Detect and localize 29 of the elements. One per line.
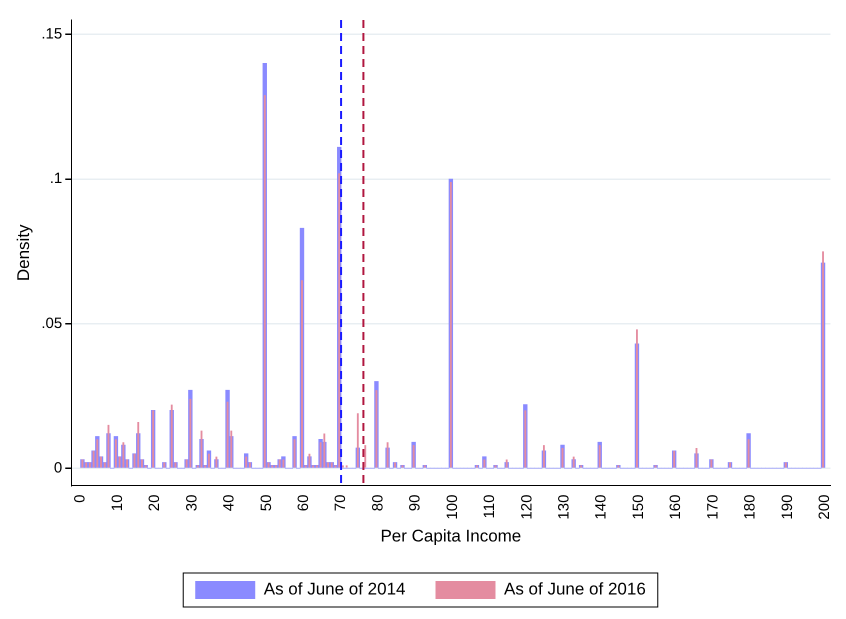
x-tick-label: 110	[481, 494, 498, 518]
x-tick-label: 100	[444, 494, 461, 520]
y-tick-label: .15	[41, 26, 62, 43]
x-tick-label: 190	[778, 494, 796, 520]
y-tick-label: 0	[54, 459, 62, 476]
legend-label: As of June of 2016	[504, 580, 646, 599]
x-tick-label: 130	[556, 494, 573, 520]
x-tick-label: 10	[108, 494, 126, 512]
x-tick-label: 20	[146, 494, 164, 512]
x-tick-label: 60	[294, 494, 312, 512]
x-tick-label: 120	[518, 494, 536, 520]
legend-label: As of June of 2014	[264, 580, 406, 599]
x-tick-label: 170	[704, 494, 722, 520]
x-tick-label: 140	[592, 494, 610, 520]
x-tick-label: 150	[630, 494, 647, 520]
y-tick-label: .05	[41, 314, 62, 332]
x-tick-label: 30	[183, 494, 200, 512]
x-tick-label: 50	[258, 494, 275, 512]
x-tick-label: 180	[742, 494, 759, 520]
x-tick-label: 0	[72, 494, 89, 503]
x-tick-label: 40	[220, 494, 238, 512]
y-tick-label: .1	[50, 170, 62, 188]
x-tick-label: 80	[369, 494, 386, 512]
y-axis-title: Density	[14, 224, 33, 282]
x-tick-label: 70	[332, 494, 350, 512]
x-axis-title: Per Capita Income	[380, 526, 522, 546]
x-tick-label: 200	[816, 494, 834, 520]
x-tick-label: 90	[406, 494, 424, 512]
x-tick-label: 160	[667, 494, 684, 520]
